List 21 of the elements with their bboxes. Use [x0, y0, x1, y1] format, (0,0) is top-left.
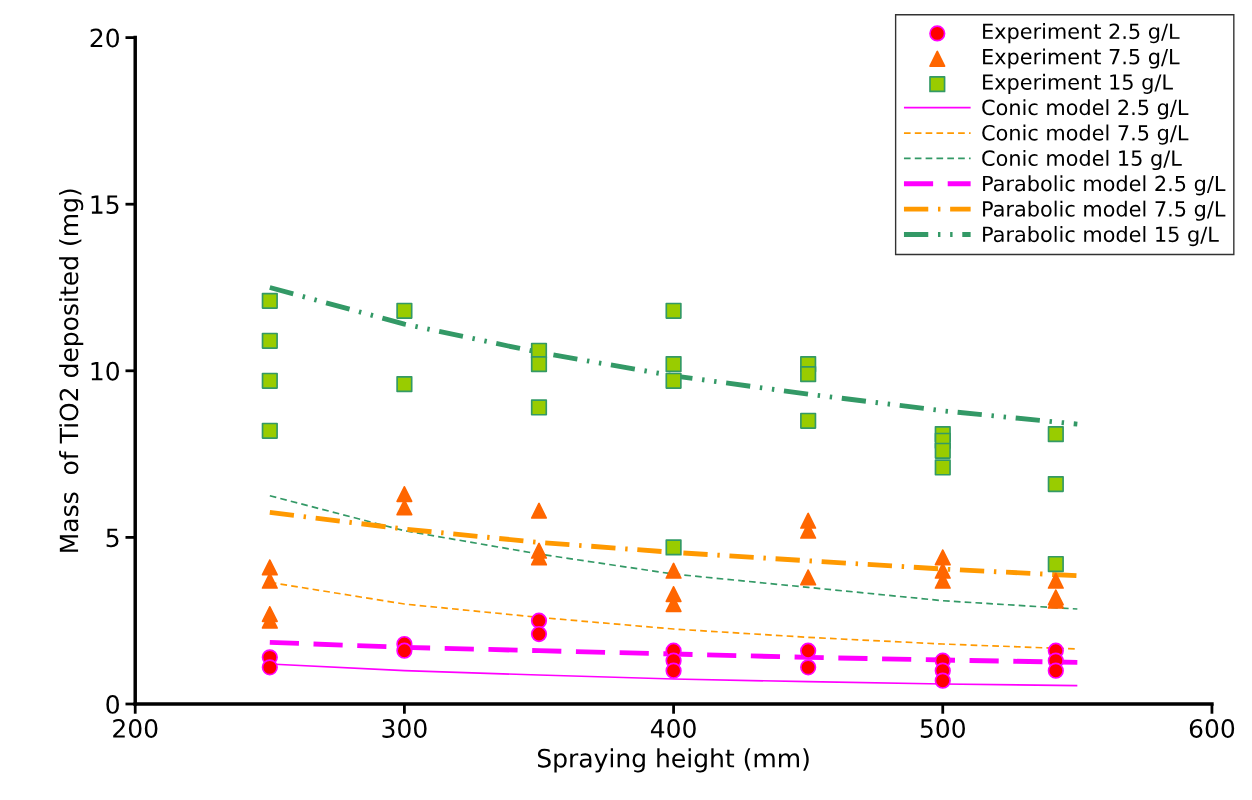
y-tick-label: 5 [106, 528, 119, 548]
y-tick-label: 15 [91, 195, 119, 215]
y-axis-title: Mass of TiO2 deposited (mg) [59, 189, 84, 552]
legend-label: Parabolic model 2.5 g/L [983, 175, 1226, 196]
legend-label: Conic model 7.5 g/L [982, 124, 1189, 145]
legend-label: Experiment 15 g/L [983, 73, 1173, 94]
x-tick-label: 600 [1189, 719, 1235, 738]
y-tick-label: 10 [91, 361, 119, 381]
x-tick-label: 400 [650, 719, 696, 738]
legend-label: Conic model 2.5 g/L [982, 99, 1189, 120]
x-tick-label: 200 [113, 719, 158, 738]
y-tick-label: 20 [90, 28, 119, 48]
x-tick-label: 300 [382, 719, 427, 738]
y-tick-label: 0 [106, 694, 119, 714]
x-axis-title: Spraying height (mm) [537, 748, 809, 773]
x-tick-label: 500 [920, 719, 965, 738]
legend-label: Experiment 2.5 g/L [983, 23, 1180, 44]
legend-label: Parabolic model 15 g/L [983, 226, 1219, 247]
legend-label: Conic model 15 g/L [982, 149, 1182, 171]
legend-label: Parabolic model 7.5 g/L [983, 200, 1226, 221]
legend-label: Experiment 7.5 g/L [983, 48, 1180, 69]
